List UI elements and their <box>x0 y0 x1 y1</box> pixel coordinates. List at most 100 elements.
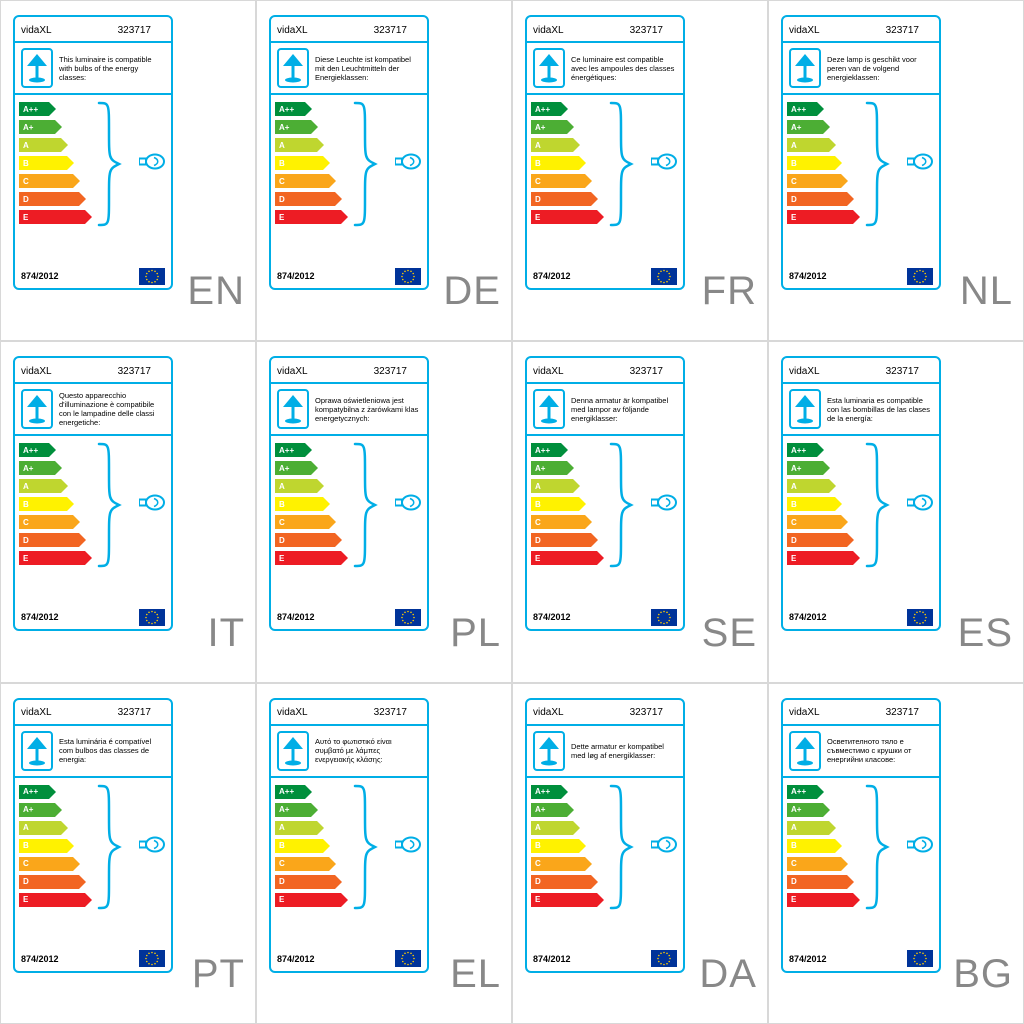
energy-scale: A++ A+ A B C D <box>271 778 427 949</box>
energy-arrow-A: A <box>275 138 317 152</box>
lamp-icon <box>789 48 821 88</box>
language-code: DA <box>699 952 757 997</box>
energy-arrow-A+: A+ <box>787 461 823 475</box>
card-header: vidaXL 323717 <box>527 17 683 43</box>
card-footer: 874/2012 <box>783 266 939 288</box>
brace-zone <box>95 101 165 227</box>
energy-arrow-A++: A++ <box>787 785 817 799</box>
energy-arrow-B: B <box>275 156 323 170</box>
language-code: FR <box>702 269 757 314</box>
card-header: vidaXL 323717 <box>527 700 683 726</box>
eu-flag-icon <box>651 950 677 967</box>
label-cell-NL: vidaXL 323717 Deze lamp is geschikt voor… <box>768 0 1024 341</box>
energy-arrow-A++: A++ <box>19 102 49 116</box>
bulb-icon <box>139 493 167 518</box>
energy-arrow-D: D <box>19 875 79 889</box>
info-row: Questo apparecchio d'illuminazione è com… <box>15 384 171 436</box>
regulation-text: 874/2012 <box>789 271 827 281</box>
energy-scale: A++ A+ A B C D <box>783 436 939 607</box>
energy-arrow-C: C <box>787 515 841 529</box>
energy-arrow-B: B <box>531 839 579 853</box>
energy-scale: A++ A+ A B C D <box>527 95 683 266</box>
energy-arrow-A++: A++ <box>787 102 817 116</box>
info-row: Αυτό το φωτιστικό είναι συμβατό με λάμπε… <box>271 726 427 778</box>
language-code: PL <box>450 611 501 656</box>
eu-flag-icon <box>139 609 165 626</box>
lamp-icon <box>277 389 309 429</box>
label-cell-DE: vidaXL 323717 Diese Leuchte ist kompatib… <box>256 0 512 341</box>
energy-label-card: vidaXL 323717 Ce luminaire est compatibl… <box>525 15 685 290</box>
regulation-text: 874/2012 <box>277 612 315 622</box>
energy-arrow-E: E <box>19 893 85 907</box>
energy-arrow-C: C <box>275 857 329 871</box>
energy-label-card: vidaXL 323717 Esta luminaria es compatib… <box>781 356 941 631</box>
brand-text: vidaXL <box>21 707 52 718</box>
energy-arrow-C: C <box>19 174 73 188</box>
energy-arrow-B: B <box>19 839 67 853</box>
compat-text: Ce luminaire est compatible avec les amp… <box>571 55 677 82</box>
info-row: Oprawa oświetleniowa jest kompatybilna z… <box>271 384 427 436</box>
bulb-icon <box>907 152 935 177</box>
energy-arrow-D: D <box>531 875 591 889</box>
info-row: Esta luminária é compatível com bulbos d… <box>15 726 171 778</box>
energy-label-card: vidaXL 323717 Αυτό το φωτιστικό είναι συ… <box>269 698 429 973</box>
brace-zone <box>95 442 165 568</box>
energy-arrow-C: C <box>19 515 73 529</box>
energy-scale: A++ A+ A B C D <box>271 436 427 607</box>
energy-arrow-D: D <box>787 875 847 889</box>
energy-arrow-B: B <box>531 497 579 511</box>
compat-text: Dette armatur er kompatibel med løg af e… <box>571 742 677 760</box>
language-code: ES <box>958 611 1013 656</box>
bulb-icon <box>395 152 423 177</box>
energy-arrow-B: B <box>275 839 323 853</box>
brand-text: vidaXL <box>277 707 308 718</box>
energy-arrow-A+: A+ <box>275 461 311 475</box>
lamp-icon <box>21 731 53 771</box>
energy-label-card: vidaXL 323717 Denna armatur är kompatibe… <box>525 356 685 631</box>
energy-arrow-A: A <box>787 138 829 152</box>
energy-label-card: vidaXL 323717 Esta luminária é compatíve… <box>13 698 173 973</box>
bulb-icon <box>395 834 423 859</box>
energy-arrow-E: E <box>787 893 853 907</box>
language-code: SE <box>702 611 757 656</box>
energy-arrow-A+: A+ <box>531 461 567 475</box>
brace-zone <box>351 442 421 568</box>
card-footer: 874/2012 <box>527 949 683 971</box>
bulb-icon <box>139 834 167 859</box>
compat-text: Questo apparecchio d'illuminazione è com… <box>59 391 165 427</box>
brand-text: vidaXL <box>21 366 52 377</box>
eu-flag-icon <box>395 950 421 967</box>
brand-text: vidaXL <box>277 25 308 36</box>
card-footer: 874/2012 <box>15 949 171 971</box>
energy-scale: A++ A+ A B C D <box>15 436 171 607</box>
lamp-icon <box>533 389 565 429</box>
energy-scale: A++ A+ A B C D <box>783 778 939 949</box>
compat-text: Осветителното тяло е съвместимо с крушки… <box>827 737 933 764</box>
energy-arrow-D: D <box>531 533 591 547</box>
info-row: Dette armatur er kompatibel med løg af e… <box>527 726 683 778</box>
bulb-icon <box>651 152 679 177</box>
brace-zone <box>351 101 421 227</box>
regulation-text: 874/2012 <box>277 271 315 281</box>
compat-text: Esta luminaria es compatible con las bom… <box>827 396 933 423</box>
lamp-icon <box>21 389 53 429</box>
label-cell-FR: vidaXL 323717 Ce luminaire est compatibl… <box>512 0 768 341</box>
language-code: IT <box>207 611 245 656</box>
energy-scale: A++ A+ A B C D <box>783 95 939 266</box>
brace-zone <box>863 442 933 568</box>
label-cell-SE: vidaXL 323717 Denna armatur är kompatibe… <box>512 341 768 682</box>
eu-flag-icon <box>651 609 677 626</box>
card-footer: 874/2012 <box>271 607 427 629</box>
regulation-text: 874/2012 <box>21 612 59 622</box>
model-text: 323717 <box>630 366 663 377</box>
lamp-icon <box>277 48 309 88</box>
language-code: PT <box>192 952 245 997</box>
regulation-text: 874/2012 <box>277 954 315 964</box>
energy-arrow-A: A <box>275 479 317 493</box>
energy-arrow-A+: A+ <box>275 803 311 817</box>
model-text: 323717 <box>118 366 151 377</box>
energy-arrow-C: C <box>275 174 329 188</box>
bulb-icon <box>651 493 679 518</box>
compat-text: Diese Leuchte ist kompatibel mit den Leu… <box>315 55 421 82</box>
energy-arrow-A++: A++ <box>275 785 305 799</box>
